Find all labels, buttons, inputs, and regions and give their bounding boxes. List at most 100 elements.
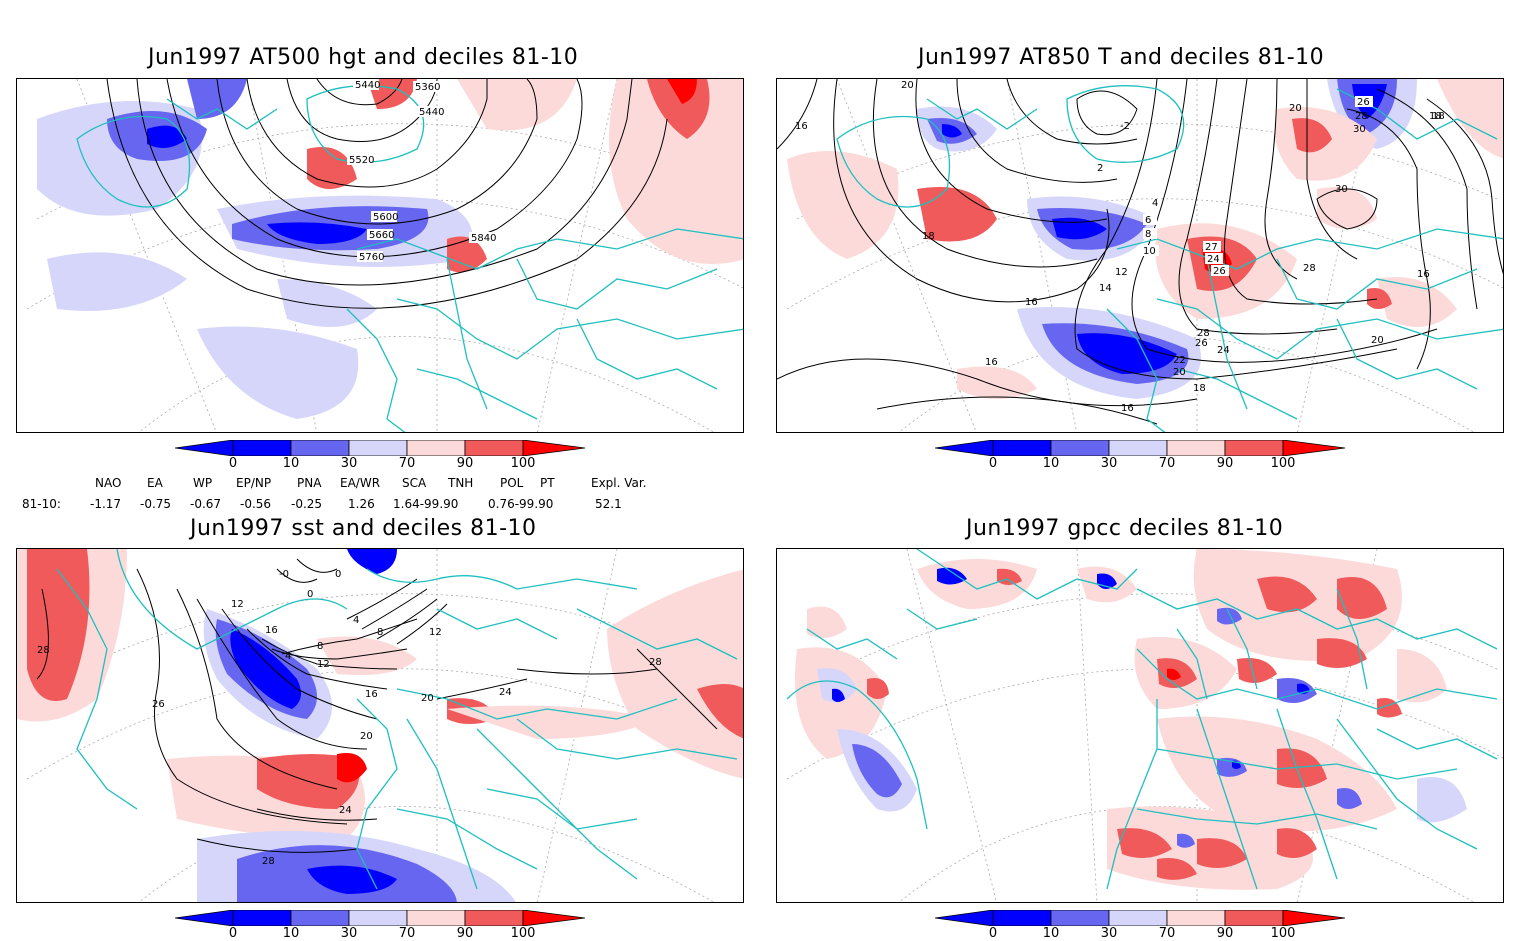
colorbar-at500-svg — [175, 440, 586, 456]
colorbar-at850-label-10: 10 — [1042, 456, 1060, 471]
index-value-wp: -0.67 — [190, 497, 222, 511]
colorbar-sst-label-10: 10 — [282, 926, 300, 941]
index-value-eawr: 1.26 — [348, 497, 375, 511]
at850-contour-label-2: -2 — [1120, 121, 1130, 132]
map-sst-svg: -0 0 0 12 16 4 8 12 4 8 12 16 20 26 20 2… — [17, 549, 743, 902]
colorbar-at500: 0 10 30 70 90 100 — [175, 440, 595, 471]
colorbar-at850-label-70: 70 — [1158, 456, 1176, 471]
sst-contour-label-8: 4 — [353, 615, 359, 626]
at850-contour-label-24: 24 — [1217, 345, 1230, 356]
at850-contour-label-4: 4 — [1152, 198, 1158, 209]
at850-contour-label-7: 10 — [1143, 246, 1156, 257]
sst-contour-label-4: 16 — [265, 625, 278, 636]
colorbar-at500-label-0: 0 — [228, 456, 238, 471]
sst-contour-label-16: 28 — [37, 645, 50, 656]
index-value-pna: -0.25 — [291, 497, 323, 511]
sst-contour-label-7: 12 — [317, 659, 330, 670]
colorbar-at500-label-70: 70 — [398, 456, 416, 471]
colorbar-sst-label-0: 0 — [228, 926, 238, 941]
at850-contour-label-27: 18 — [1193, 383, 1206, 394]
gpcc-precip-patches — [795, 549, 1467, 890]
sst-contour-label-14: 20 — [421, 693, 434, 704]
index-value-nao: -1.17 — [90, 497, 122, 511]
colorbar-gpcc-label-10: 10 — [1042, 926, 1060, 941]
colorbar-sst-label-90: 90 — [456, 926, 474, 941]
map-at850-svg: 20 16 -2 2 4 6 8 10 12 14 16 18 20 26 28… — [777, 79, 1503, 432]
at850-contour-label-14: 28 — [1355, 111, 1368, 122]
colorbar-at850-label-100: 100 — [1270, 456, 1296, 471]
sst-contour-label-12: 20 — [360, 731, 373, 742]
index-header-tnh: TNH — [448, 476, 474, 490]
index-header-pna: PNA — [297, 476, 322, 490]
sst-contour-label-13: 26 — [152, 699, 165, 710]
at500-contour-labels: 5440 5360 5440 5520 5600 5660 5760 5840 — [347, 79, 496, 263]
map-at500-hgt: 5440 5360 5440 5520 5600 5660 5760 5840 — [16, 78, 744, 433]
at850-contour-label-10: 16 — [1025, 297, 1038, 308]
at500-contour-label-5660: 5660 — [369, 230, 394, 241]
sst-contour-label-18: 24 — [339, 805, 352, 816]
at850-contour-label-8: 12 — [1115, 267, 1128, 278]
colorbar-sst-label-30: 30 — [340, 926, 358, 941]
at850-contour-label-5: 6 — [1145, 215, 1151, 226]
sst-contour-label-11: 16 — [365, 689, 378, 700]
colorbar-sst-label-100: 100 — [510, 926, 536, 941]
at850-contour-label-0: 20 — [901, 80, 914, 91]
panel-title-gpcc: Jun1997 gpcc deciles 81-10 — [966, 516, 1284, 541]
at850-contour-label-9: 14 — [1099, 283, 1112, 294]
colorbar-at850: 0 10 30 70 90 100 — [935, 440, 1355, 471]
sst-contour-label-0: -0 — [279, 569, 289, 580]
at850-contour-label-6: 8 — [1145, 229, 1151, 240]
at850-contour-label-29: 16 — [1121, 403, 1134, 414]
at500-contour-label-5760: 5760 — [359, 252, 384, 263]
sst-contour-label-19: 28 — [649, 657, 662, 668]
index-header-epnp: EP/NP — [236, 476, 272, 490]
at850-contour-label-20: 24 — [1207, 254, 1220, 265]
colorbar-sst-svg — [175, 910, 586, 926]
sst-contour-labels: -0 0 0 12 16 4 8 12 4 8 12 16 20 26 20 2… — [37, 569, 662, 867]
at850-contour-label-1: 16 — [795, 121, 808, 132]
sst-contour-label-2: 0 — [335, 569, 341, 580]
at850-contour-label-18: 16 — [1417, 269, 1430, 280]
colorbar-at500-label-10: 10 — [282, 456, 300, 471]
at850-contour-label-3: 2 — [1097, 163, 1103, 174]
sst-contour-label-6: 8 — [317, 641, 323, 652]
sst-contour-label-17: 28 — [262, 856, 275, 867]
index-header-pt: PT — [540, 476, 555, 490]
index-header-expl-var: Expl. Var. — [591, 476, 647, 490]
index-header-nao: NAO — [95, 476, 122, 490]
colorbar-at500-label-90: 90 — [456, 456, 474, 471]
colorbar-at850-label-0: 0 — [988, 456, 998, 471]
sst-contour-label-15: 24 — [499, 687, 512, 698]
index-header-sca: SCA — [402, 476, 427, 490]
at850-contour-label-17: 18 — [1432, 111, 1445, 122]
at850-contour-label-12: 20 — [1289, 103, 1302, 114]
index-value-ea: -0.75 — [140, 497, 172, 511]
panel-title-at850: Jun1997 AT850 T and deciles 81-10 — [918, 45, 1325, 70]
index-value-expl-var: 52.1 — [595, 497, 622, 511]
at850-contour-labels: 20 16 -2 2 4 6 8 10 12 14 16 18 20 26 28… — [795, 80, 1445, 414]
at850-contour-label-31: 28 — [1303, 263, 1316, 274]
colorbar-gpcc-label-0: 0 — [988, 926, 998, 941]
at500-contour-label-5440: 5440 — [419, 107, 444, 118]
sst-contour-label-3: 12 — [231, 599, 244, 610]
sst-contour-label-9: 8 — [377, 627, 383, 638]
map-gpcc-precip — [776, 548, 1504, 903]
at850-contour-label-32: 18 — [1429, 111, 1442, 122]
map-gpcc-svg — [786, 549, 1503, 902]
at850-contour-label-21: 26 — [1213, 266, 1226, 277]
index-header-wp: WP — [193, 476, 213, 490]
index-header-ea: EA — [147, 476, 163, 490]
at500-contour-label-5360: 5360 — [415, 82, 440, 93]
colorbar-at850-label-30: 30 — [1100, 456, 1118, 471]
colorbar-gpcc-svg — [935, 910, 1346, 926]
at500-contour-label-5840: 5840 — [471, 233, 496, 244]
sst-contour-label-1: 0 — [307, 589, 313, 600]
colorbar-sst-label-70: 70 — [398, 926, 416, 941]
at850-contour-label-11: 18 — [922, 231, 935, 242]
at850-contour-label-16: 30 — [1335, 184, 1348, 195]
at850-contour-label-19: 27 — [1205, 242, 1218, 253]
colorbar-at850-label-90: 90 — [1216, 456, 1234, 471]
map-at850-temp: 20 16 -2 2 4 6 8 10 12 14 16 18 20 26 28… — [776, 78, 1504, 433]
at850-contour-label-26: 20 — [1173, 367, 1186, 378]
at850-contour-label-25: 22 — [1173, 355, 1186, 366]
